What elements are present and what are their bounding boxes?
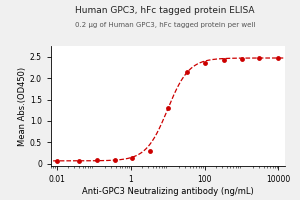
- Text: 0.2 μg of Human GPC3, hFc tagged protein per well: 0.2 μg of Human GPC3, hFc tagged protein…: [75, 22, 255, 28]
- X-axis label: Anti-GPC3 Neutralizing antibody (ng/mL): Anti-GPC3 Neutralizing antibody (ng/mL): [82, 187, 254, 196]
- Y-axis label: Mean Abs.(OD450): Mean Abs.(OD450): [18, 66, 27, 146]
- Text: Human GPC3, hFc tagged protein ELISA: Human GPC3, hFc tagged protein ELISA: [75, 6, 255, 15]
